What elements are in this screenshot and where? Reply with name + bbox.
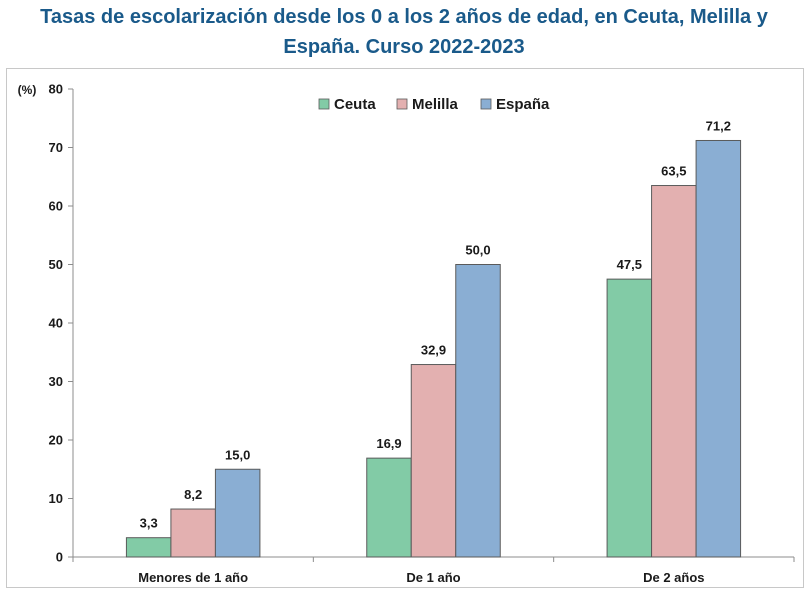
data-label: 32,9 xyxy=(421,343,446,358)
chart-frame: 0 10 20 30 40 50 60 70 80 (%) Menores de 1 año 3,3 8… xyxy=(6,68,804,588)
x-category-label: De 2 años xyxy=(643,570,704,585)
x-category-label: De 1 año xyxy=(406,570,460,585)
bar-ceuta xyxy=(366,457,412,558)
y-tick-label: 20 xyxy=(49,433,63,448)
bar-espana xyxy=(695,139,742,558)
bar-ceuta xyxy=(606,278,653,558)
y-tick-label: 40 xyxy=(49,316,63,331)
legend-label: Ceuta xyxy=(334,96,376,113)
y-tick-label: 10 xyxy=(49,491,63,506)
bar-chart: 0 10 20 30 40 50 60 70 80 (%) Menores de 1 año 3,3 8… xyxy=(18,82,795,585)
legend-swatch xyxy=(318,98,330,110)
y-tick-label: 30 xyxy=(49,374,63,389)
data-label: 16,9 xyxy=(376,436,401,451)
legend-label: Melilla xyxy=(412,96,459,113)
x-category-label: Menores de 1 año xyxy=(138,570,248,585)
data-label: 63,5 xyxy=(661,164,686,179)
bar-melilla xyxy=(170,508,216,558)
data-label: 3,3 xyxy=(140,516,158,531)
bar-espana xyxy=(455,264,501,558)
legend-label: España xyxy=(496,96,550,113)
y-tick-label: 60 xyxy=(49,199,63,214)
bar-espana xyxy=(214,468,261,558)
data-label: 47,5 xyxy=(617,257,642,272)
legend-swatch xyxy=(480,98,492,110)
chart-title-line-2: España. Curso 2022-2023 xyxy=(283,36,525,58)
y-axis-unit-label: (%) xyxy=(18,83,37,97)
chart-title-line-1: Tasas de escolarización desde los 0 a lo… xyxy=(40,6,768,28)
y-tick-label: 50 xyxy=(49,257,63,272)
y-tick-label: 80 xyxy=(49,82,63,97)
y-tick-label: 70 xyxy=(49,140,63,155)
bar-melilla xyxy=(651,185,697,558)
y-tick-label: 0 xyxy=(56,550,63,565)
data-label: 15,0 xyxy=(225,447,250,462)
chart-title: Tasas de escolarización desde los 0 a lo… xyxy=(0,2,808,62)
bar-ceuta xyxy=(125,537,172,558)
legend-swatch xyxy=(396,98,408,110)
data-label: 8,2 xyxy=(184,487,202,502)
data-label: 71,2 xyxy=(706,118,731,133)
bar-melilla xyxy=(410,364,457,558)
data-label: 50,0 xyxy=(465,243,490,258)
